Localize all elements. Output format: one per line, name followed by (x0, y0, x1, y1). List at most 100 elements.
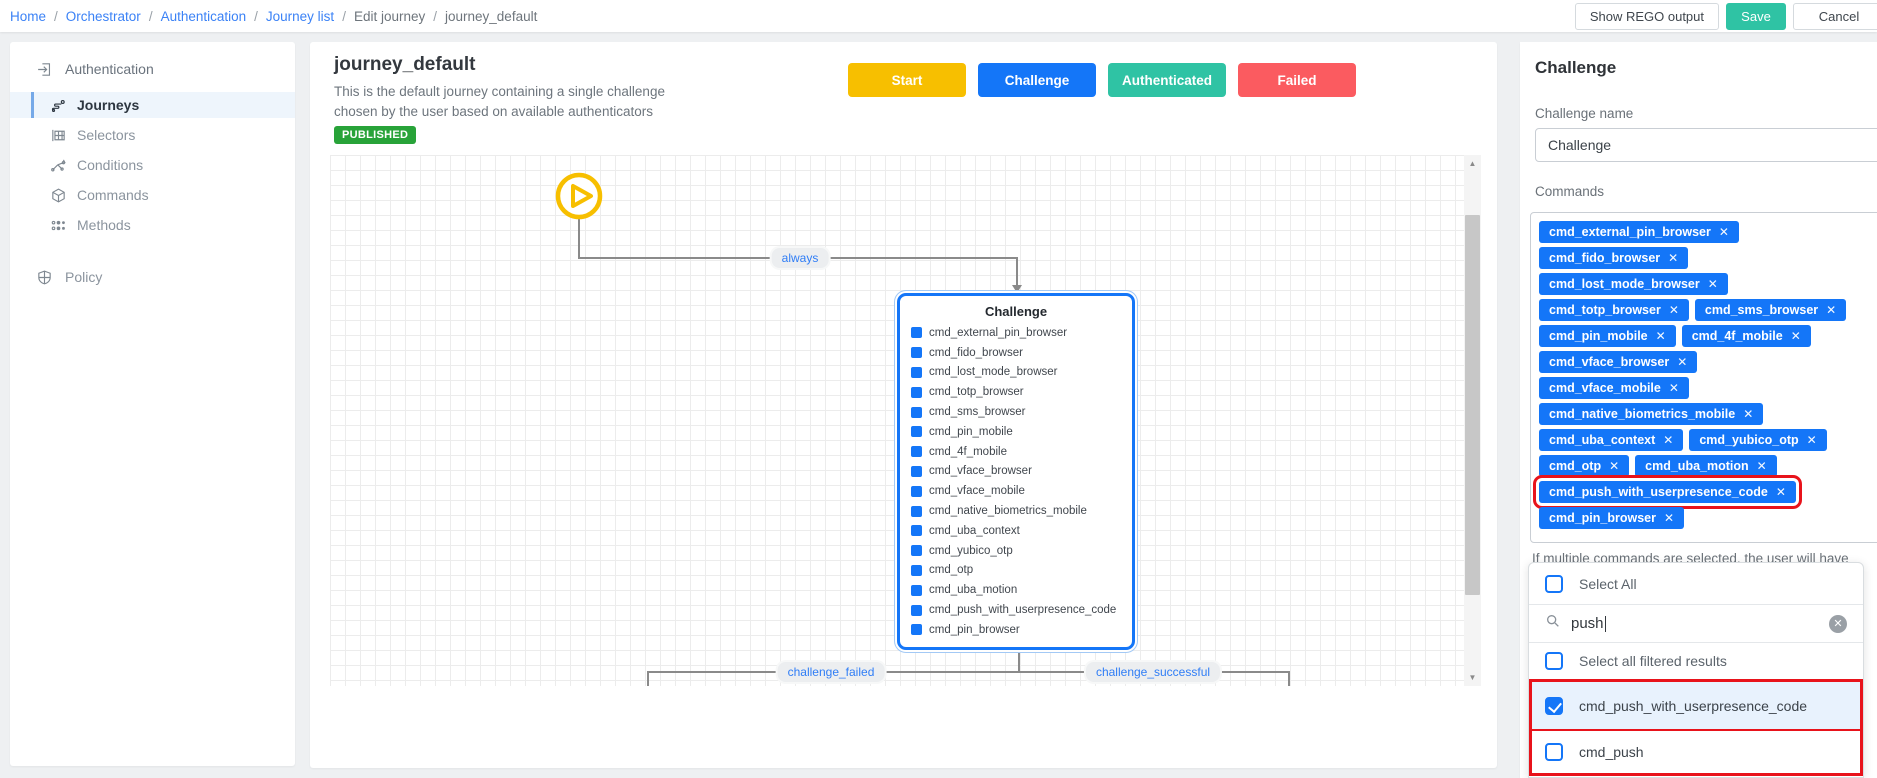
canvas-scrollbar[interactable]: ▲ ▼ (1464, 155, 1481, 686)
text-caret (1604, 615, 1606, 632)
breadcrumb-journey-list[interactable]: Journey list (265, 8, 335, 24)
result-checkbox-unchecked[interactable] (1545, 743, 1563, 761)
edge-label-challenge-successful[interactable]: challenge_successful (1085, 662, 1221, 682)
select-all-checkbox[interactable] (1545, 574, 1563, 593)
command-chip[interactable]: cmd_yubico_otp ✕ (1689, 429, 1827, 451)
select-filtered-checkbox[interactable] (1545, 652, 1563, 670)
command-chip[interactable]: cmd_sms_browser ✕ (1694, 299, 1847, 321)
challenge-name-input[interactable] (1535, 128, 1877, 162)
command-search-input[interactable]: push (1571, 615, 1606, 632)
command-chip-highlighted[interactable]: cmd_push_with_userpresence_code ✕ (1533, 475, 1802, 509)
save-button[interactable]: Save (1726, 2, 1786, 30)
remove-icon[interactable]: ✕ (1707, 277, 1718, 291)
remove-icon[interactable]: ✕ (1655, 329, 1666, 343)
breadcrumb-home[interactable]: Home (10, 8, 47, 24)
breadcrumb-separator: / (54, 8, 58, 24)
published-status-badge: PUBLISHED (334, 126, 417, 144)
command-square-icon (911, 406, 922, 418)
breadcrumb: Home / Orchestrator / Authentication / J… (10, 9, 537, 24)
command-chip[interactable]: cmd_pin_browser ✕ (1539, 507, 1685, 529)
remove-icon[interactable]: ✕ (1806, 433, 1817, 447)
remove-icon[interactable]: ✕ (1826, 303, 1837, 317)
remove-icon[interactable]: ✕ (1677, 355, 1688, 369)
sidebar-item-label: Methods (77, 217, 131, 233)
scroll-up-arrow-icon[interactable]: ▲ (1468, 159, 1477, 168)
left-sidebar: Authentication Journeys Selectors Condit… (10, 42, 295, 766)
command-square-icon (911, 347, 922, 359)
challenge-node[interactable]: Challenge cmd_external_pin_browser cmd_f… (897, 293, 1135, 650)
command-chip[interactable]: cmd_uba_context ✕ (1539, 429, 1684, 451)
select-all-option[interactable]: Select All (1529, 563, 1863, 605)
remove-icon[interactable]: ✕ (1743, 407, 1754, 421)
breadcrumb-orchestrator[interactable]: Orchestrator (65, 8, 141, 24)
command-square-icon (911, 386, 922, 398)
start-node-icon[interactable] (555, 172, 603, 220)
shield-icon (36, 269, 53, 286)
sidebar-section-authentication[interactable]: Authentication (10, 56, 295, 82)
result-option-push-with-userpresence[interactable]: cmd_push_with_userpresence_code (1532, 682, 1860, 729)
command-chip[interactable]: cmd_fido_browser ✕ (1539, 247, 1689, 269)
commands-multiselect[interactable]: cmd_external_pin_browser ✕ cmd_fido_brows… (1530, 212, 1877, 543)
remove-icon[interactable]: ✕ (1775, 485, 1786, 499)
sidebar-item-label: Journeys (77, 97, 140, 113)
node-type-legend: Start Challenge Authenticated Failed (848, 63, 1356, 97)
legend-failed-button[interactable]: Failed (1238, 63, 1356, 97)
edge-label-always[interactable]: always (771, 248, 829, 268)
remove-icon[interactable]: ✕ (1756, 459, 1767, 473)
breadcrumb-authentication[interactable]: Authentication (160, 8, 247, 24)
command-square-icon (911, 366, 922, 378)
legend-start-button[interactable]: Start (848, 63, 966, 97)
command-square-icon (911, 446, 922, 458)
sidebar-item-methods[interactable]: Methods (10, 212, 295, 238)
select-all-filtered-option[interactable]: Select all filtered results (1529, 643, 1863, 679)
sidebar-item-commands[interactable]: Commands (10, 182, 295, 208)
sidebar-item-conditions[interactable]: Conditions (10, 152, 295, 178)
command-chip[interactable]: cmd_totp_browser ✕ (1539, 299, 1689, 321)
command-chip[interactable]: cmd_4f_mobile ✕ (1681, 325, 1811, 347)
legend-challenge-button[interactable]: Challenge (978, 63, 1096, 97)
clear-search-icon[interactable]: ✕ (1829, 614, 1847, 633)
commands-dropdown: Select All push ✕ Select all filtered re… (1528, 562, 1864, 778)
command-square-icon (911, 426, 922, 438)
remove-icon[interactable]: ✕ (1790, 329, 1801, 343)
remove-icon[interactable]: ✕ (1718, 225, 1729, 239)
remove-icon[interactable]: ✕ (1668, 251, 1679, 265)
sidebar-item-label: Conditions (77, 157, 144, 173)
command-chip[interactable]: cmd_external_pin_browser ✕ (1539, 221, 1739, 243)
command-square-icon (911, 525, 922, 537)
highlighted-chip-row: cmd_push_with_userpresence_code ✕ (1533, 475, 1877, 509)
breadcrumb-separator: / (433, 8, 438, 24)
command-chip[interactable]: cmd_pin_mobile ✕ (1539, 325, 1676, 347)
node-command-item: cmd_fido_browser (900, 343, 1132, 363)
sidebar-item-label: Selectors (77, 127, 136, 143)
sidebar-item-policy[interactable]: Policy (10, 264, 295, 290)
show-rego-output-button[interactable]: Show REGO output (1574, 2, 1719, 30)
challenge-node-title: Challenge (984, 304, 1048, 319)
top-bar: Home / Orchestrator / Authentication / J… (0, 0, 1877, 32)
remove-icon[interactable]: ✕ (1663, 433, 1674, 447)
command-chip[interactable]: cmd_uba_motion ✕ (1635, 455, 1777, 477)
sidebar-item-journeys[interactable]: Journeys (10, 92, 295, 118)
legend-authenticated-button[interactable]: Authenticated (1108, 63, 1226, 97)
command-chip[interactable]: cmd_vface_browser ✕ (1539, 351, 1698, 373)
breadcrumb-separator: / (254, 8, 258, 24)
flow-canvas[interactable]: always challenge_failed challenge_succes… (330, 155, 1464, 686)
remove-icon[interactable]: ✕ (1609, 459, 1620, 473)
command-chip[interactable]: cmd_lost_mode_browser ✕ (1539, 273, 1728, 295)
command-chip[interactable]: cmd_native_biometrics_mobile ✕ (1539, 403, 1764, 425)
result-checkbox-checked[interactable] (1545, 696, 1563, 715)
cancel-button[interactable]: Cancel (1793, 2, 1877, 30)
challenge-name-label: Challenge name (1535, 106, 1634, 121)
remove-icon[interactable]: ✕ (1668, 381, 1679, 395)
command-chip[interactable]: cmd_otp ✕ (1539, 455, 1630, 477)
remove-icon[interactable]: ✕ (1663, 511, 1675, 525)
command-chip[interactable]: cmd_vface_mobile ✕ (1539, 377, 1689, 399)
scrollbar-thumb[interactable] (1465, 215, 1480, 595)
node-command-item: cmd_uba_context (900, 521, 1132, 541)
result-option-push[interactable]: cmd_push (1532, 729, 1860, 773)
edge-label-challenge-failed[interactable]: challenge_failed (777, 662, 885, 682)
branch-network-icon (50, 157, 67, 174)
remove-icon[interactable]: ✕ (1668, 303, 1679, 317)
scroll-down-arrow-icon[interactable]: ▼ (1468, 673, 1477, 682)
sidebar-item-selectors[interactable]: Selectors (10, 122, 295, 148)
